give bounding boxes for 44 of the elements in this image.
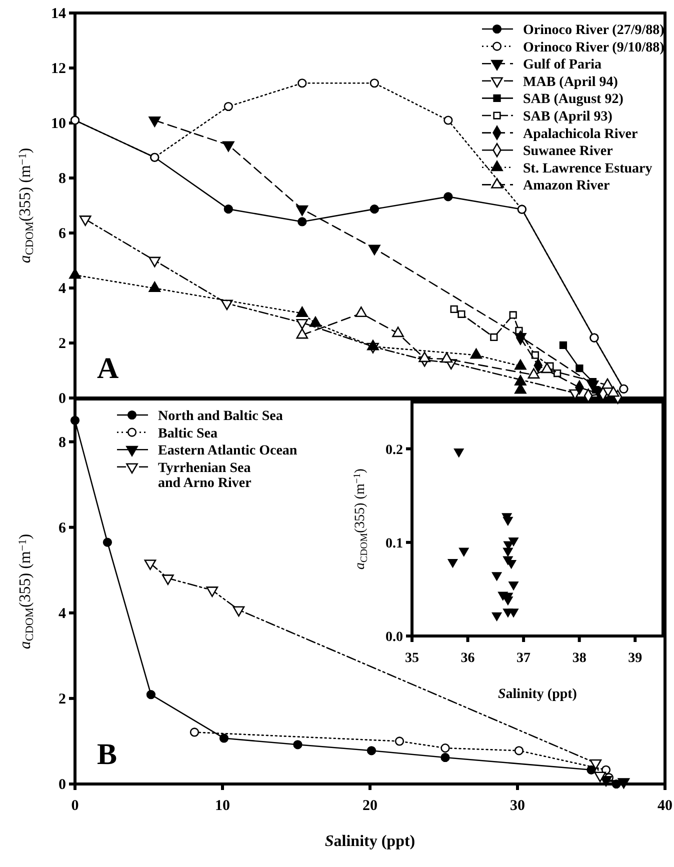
y-tick-label: 8 [58,171,66,187]
legend-label: North and Baltic Sea [158,409,283,424]
y-tick-label: 2 [58,691,66,708]
x-tick-label: 37 [516,651,531,666]
y-tick-label: 0.0 [386,630,403,645]
y-tick-label: 14 [51,6,66,22]
y-tick-label: 0.1 [386,536,403,552]
legend-label: MAB (April 94) [523,74,618,90]
legend-label: Orinoco River (9/10/88) [523,40,665,56]
y-tick-label: 4 [58,606,66,622]
legend-label: Apalachicola River [523,126,638,142]
legend-label: Baltic Sea [158,426,218,442]
y-tick-label: 6 [58,520,66,536]
y-tick-label: 0.2 [386,442,403,458]
legend-label: Suwanee River [523,144,613,160]
y-tick-label: 4 [58,281,66,297]
x-tick-label: 36 [460,651,475,666]
legend-label: Orinoco River (27/9/88) [523,23,665,38]
y-tick-label: 8 [58,434,66,451]
x-axis-title: Salinity (ppt) [498,687,578,702]
x-tick-label: 35 [405,651,419,666]
y-tick-label: 6 [58,226,66,242]
y-tick-label: 0 [58,391,66,407]
legend-label: Amazon River [523,178,610,194]
x-tick-label: 40 [658,798,672,814]
x-tick-label: 10 [215,798,230,814]
legend-label: SAB (August 92) [523,92,624,108]
y-tick-label: 12 [51,61,66,77]
x-tick-label: 39 [628,651,642,666]
y-tick-label: 2 [58,336,66,352]
x-tick-label: 38 [572,651,586,666]
legend-label: Eastern Atlantic Ocean [158,444,298,459]
y-tick-label: 0 [58,777,66,793]
annotation: A [97,352,119,385]
x-tick-label: 30 [510,798,525,814]
y-tick-label: 10 [51,116,66,132]
x-tick-label: 0 [71,798,79,814]
legend-label: SAB (April 93) [523,110,613,124]
legend-label: St. Lawrence Estuary [523,161,652,176]
legend-label: Tyrrhenian Sea and Arno River [158,460,252,491]
x-tick-label: 20 [362,798,378,814]
legend-label: Gulf of Paria [523,58,602,73]
annotation: B [97,738,118,771]
x-axis-title: Salinity (ppt) [324,833,416,850]
